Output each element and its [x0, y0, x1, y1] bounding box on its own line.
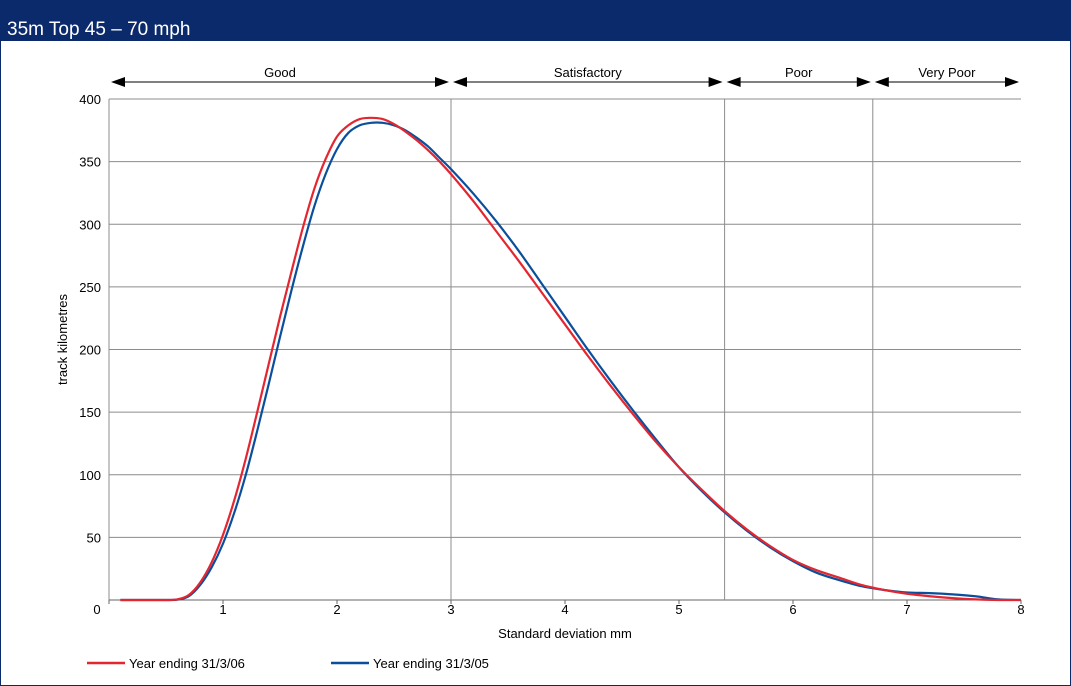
- x-tick-label: 7: [903, 602, 910, 617]
- y-tick-label: 250: [79, 280, 101, 295]
- grid: [108, 98, 1021, 601]
- band-label: Very Poor: [918, 65, 976, 80]
- band-arrow-right-head: [708, 77, 723, 87]
- y-tick-label: 400: [79, 92, 101, 107]
- band-arrow-left-head: [874, 77, 889, 87]
- x-tick-label: 1: [219, 602, 226, 617]
- legend-label: Year ending 31/3/05: [373, 656, 489, 671]
- chart-title: 35m Top 45 – 70 mph: [1, 18, 203, 42]
- band-arrow-left-head: [726, 77, 741, 87]
- x-tick-label: 8: [1017, 602, 1024, 617]
- x-tick-label: 6: [789, 602, 796, 617]
- x-tick-label: 2: [333, 602, 340, 617]
- y-tick-label: 200: [79, 343, 101, 358]
- x-tick-label: 4: [561, 602, 568, 617]
- series-line-2006: [120, 116, 1021, 602]
- series-lines: [120, 116, 1022, 602]
- y-tick-label: 350: [79, 155, 101, 170]
- x-axis-title: Standard deviation mm: [498, 626, 632, 641]
- y-tick-label: 50: [87, 530, 101, 545]
- tick-labels: 50 100 150 200 250 300 350 400 0 1 2 3 4 5 6 7 8: [79, 92, 1024, 617]
- quality-bands: Good Satisfactory Poor Very Poor: [111, 65, 1019, 87]
- band-arrow-left-head: [453, 77, 467, 87]
- x-tick-label: 3: [447, 602, 454, 617]
- legend-label: Year ending 31/3/06: [129, 656, 245, 671]
- band-arrow-right-head: [856, 77, 871, 87]
- x-tick-label: 5: [675, 602, 682, 617]
- y-tick-label: 300: [79, 217, 101, 232]
- y-tick-label: 100: [79, 468, 101, 483]
- x-tick-label: 0: [93, 602, 100, 617]
- y-tick-label: 150: [79, 405, 101, 420]
- y-axis-title: track kilometres: [55, 293, 70, 385]
- band-arrow-right-head: [435, 77, 449, 87]
- band-label: Poor: [785, 65, 813, 80]
- band-label: Good: [264, 65, 296, 80]
- band-arrow-left-head: [111, 77, 125, 87]
- band-label: Satisfactory: [554, 65, 622, 80]
- legend: Year ending 31/3/06 Year ending 31/3/05: [87, 656, 489, 671]
- band-arrow-right-head: [1005, 77, 1019, 87]
- series-line-2005: [120, 121, 1022, 602]
